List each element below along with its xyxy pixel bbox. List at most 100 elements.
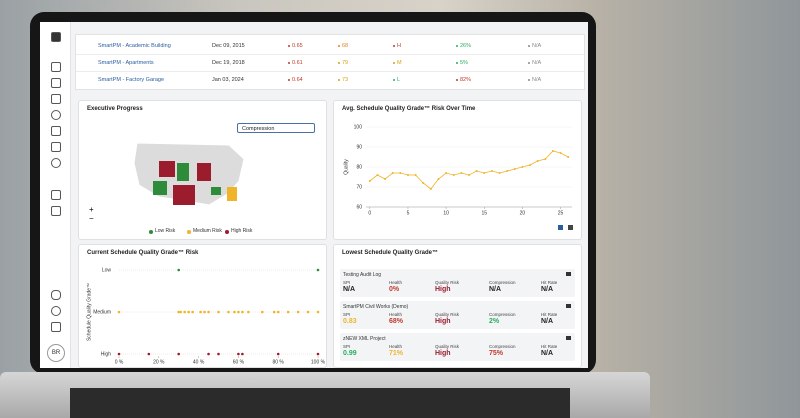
field-label: Compression [489,312,516,317]
data-point [177,310,180,314]
data-point [452,174,455,176]
data-point [521,166,524,168]
field-value: 0.83 [343,318,357,325]
table-cell: 82% [460,77,472,83]
keyboard [70,388,570,418]
field-value: 0% [389,286,400,293]
table-cell: Jan 03, 2024 [212,77,244,83]
data-point [260,310,264,314]
data-point [276,310,280,314]
field-label: Health [389,280,403,285]
data-point [483,172,486,174]
data-point [233,310,236,314]
nav-icon[interactable] [51,190,61,200]
data-point [536,160,539,162]
data-point [399,172,402,174]
field-value: N/A [541,318,554,325]
field-label: Compression [489,344,516,349]
data-point [217,352,220,356]
map-state [177,163,189,181]
data-point [529,164,532,166]
data-point [551,150,554,152]
project-link[interactable]: SmartPM - Factory Garage [98,77,165,83]
field-value: High [435,318,451,325]
table-cell: L [397,77,401,83]
data-point [227,310,230,314]
status-dot [456,62,458,64]
zoom-out[interactable]: − [89,214,94,223]
status-dot [338,79,340,81]
data-point [406,174,409,176]
notifications-icon[interactable] [51,322,61,332]
nav-icon[interactable] [51,110,61,120]
lowest-grade-panel: Lowest Schedule Quality Grade™ Testing A… [333,244,582,368]
y-tick-label: 60 [356,204,362,210]
project-card: SmartPM Civil Works (Demo) SPI 0.83 Health 6… [340,301,575,329]
table-cell: 68 [342,43,349,49]
map-state [153,181,167,195]
map-state [173,185,195,205]
data-point [237,310,240,314]
status-dot [338,62,340,64]
y-tick-label: 70 [356,184,362,190]
nav-icon[interactable] [51,62,61,72]
field-label: SPI [343,280,351,285]
data-point [276,352,280,356]
data-point [199,310,202,314]
data-point [179,310,182,314]
nav-icon[interactable] [51,142,61,152]
data-point [217,310,220,314]
project-link[interactable]: SmartPM - Academic Building [98,43,171,49]
data-point [316,268,320,272]
table-cell: 0.65 [292,43,303,49]
nav-icon[interactable] [51,126,61,136]
x-tick-label: 0 % [115,359,124,365]
data-point [475,170,478,172]
x-tick-label: 40 % [193,359,205,365]
user-avatar[interactable]: BR [47,344,65,362]
logo[interactable] [51,32,61,42]
data-point [468,174,470,176]
field-value: 75% [489,350,504,357]
x-tick-label: 20 [520,210,526,216]
sidebar: BR [40,22,71,368]
data-point [368,180,371,182]
field-value: 68% [389,318,404,325]
help-icon[interactable] [51,306,61,316]
field-value: High [435,350,451,357]
legend-label: High Risk [231,228,253,234]
nav-icon[interactable] [51,78,61,88]
data-point [429,188,432,190]
field-label: Health [389,312,403,317]
nav-icon[interactable] [51,158,61,168]
field-value: 0.99 [343,350,357,357]
data-point [316,310,320,314]
data-point [498,172,501,174]
open-icon[interactable] [566,272,571,276]
field-value: High [435,286,451,293]
dropdown[interactable]: Compression [237,123,315,133]
toggle[interactable] [51,290,61,300]
status-dot [288,62,290,64]
x-tick-label: 15 [481,210,487,216]
data-point [559,152,562,154]
x-tick-label: 25 [558,210,564,216]
table-cell: Dec 19, 2018 [212,60,245,66]
legend-swatch [225,230,229,234]
field-value: N/A [541,350,554,357]
y-tick-label: 80 [356,164,362,170]
legend-label: Low Risk [155,228,176,234]
nav-icon[interactable] [51,94,61,104]
open-icon[interactable] [566,336,571,340]
screen: BR SmartPM - Academic Building Dec 09, 20… [40,22,588,368]
project-link[interactable]: SmartPM - Apartments [98,60,154,66]
open-icon[interactable] [566,304,571,308]
legend-swatch [149,230,153,234]
data-point [117,352,121,356]
nav-icon[interactable] [51,206,61,216]
zoom-in[interactable]: + [89,205,94,214]
table-cell: 0.61 [292,60,303,66]
export-icon [558,225,563,230]
status-dot [393,45,395,47]
